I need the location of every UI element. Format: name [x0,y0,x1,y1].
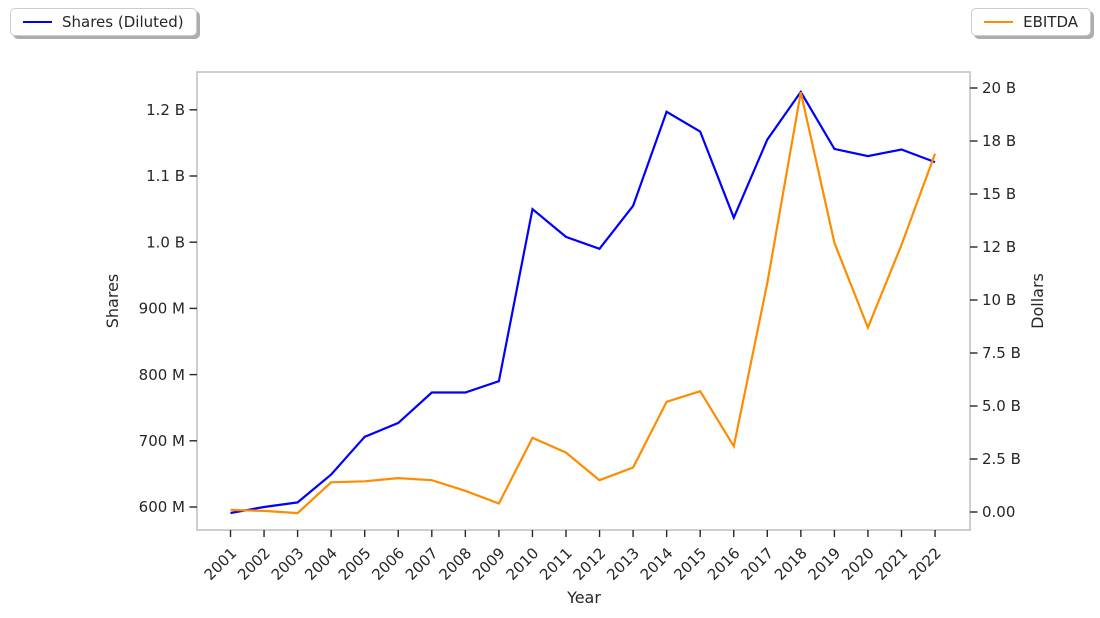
right-axis-title: Dollars [1028,273,1047,329]
x-tick-label: 2015 [670,544,710,584]
right-tick-label: 10 B [982,291,1016,309]
left-axis-title: Shares [103,274,122,329]
left-tick-label: 700 M [139,432,185,450]
shares-legend-label: Shares (Diluted) [62,13,184,31]
x-tick-label: 2004 [301,544,341,584]
x-tick-label: 2020 [838,544,878,584]
x-tick-label: 2022 [905,544,945,584]
x-tick-label: 2021 [872,544,912,584]
x-tick-label: 2011 [536,544,576,584]
left-tick-label: 800 M [139,366,185,384]
x-tick-label: 2002 [234,544,274,584]
left-axis-ticks: 600 M 700 M 800 M 900 M 1.0 B 1.1 B 1.2 B [139,101,197,516]
legend-shares: Shares (Diluted) [10,8,197,36]
x-tick-label: 2001 [201,544,241,584]
x-tick-label: 2016 [704,544,744,584]
x-tick-label: 2009 [469,544,509,584]
x-tick-label: 2010 [503,544,543,584]
x-tick-label: 2013 [603,544,643,584]
x-tick-label: 2007 [402,544,442,584]
legend-ebitda: EBITDA [971,8,1091,36]
x-tick-label: 2008 [435,544,475,584]
right-tick-label: 2.5 B [982,450,1021,468]
right-tick-label: 18 B [982,132,1016,150]
x-tick-label: 2012 [570,544,610,584]
left-tick-label: 1.2 B [146,101,185,119]
shares-legend-swatch [23,21,52,23]
x-tick-label: 2019 [804,544,844,584]
left-tick-label: 900 M [139,300,185,318]
ebitda-line [230,91,937,515]
x-tick-label: 2017 [737,544,777,584]
x-axis-ticks: 2001200220032004200520062007200820092010… [201,530,945,584]
ebitda-legend-swatch [984,21,1014,23]
x-tick-label: 2018 [771,544,811,584]
x-tick-label: 2005 [335,544,375,584]
shares-diluted-line [230,89,936,515]
ebitda-legend-label: EBITDA [1023,13,1078,31]
x-tick-label: 2014 [637,544,677,584]
right-axis-ticks: 0.00 2.5 B 5.0 B 7.5 B 10 B 12 B 15 B 18 B 20 B [970,79,1021,521]
right-tick-label: 12 B [982,238,1016,256]
right-tick-label: 5.0 B [982,397,1021,415]
x-tick-label: 2003 [268,544,308,584]
right-tick-label: 20 B [982,79,1016,97]
x-tick-label: 2006 [368,544,408,584]
plot-frame [196,71,971,531]
right-tick-label: 7.5 B [982,344,1021,362]
left-tick-label: 1.1 B [146,167,185,185]
left-tick-label: 600 M [139,498,185,516]
left-tick-label: 1.0 B [146,233,185,251]
right-tick-label: 0.00 [982,503,1015,521]
right-tick-label: 15 B [982,185,1016,203]
x-axis-title: Year [566,588,601,607]
